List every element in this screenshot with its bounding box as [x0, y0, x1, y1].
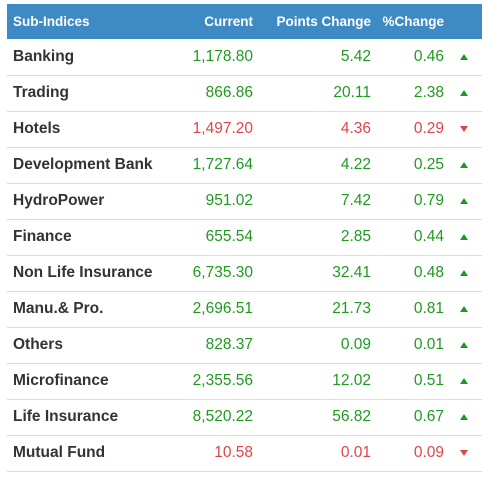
percent-change-value: 0.48 [413, 264, 444, 281]
header-row: Sub-Indices Current Points Change %Chang… [7, 4, 482, 39]
direction-cell [446, 291, 482, 327]
percent-change-value: 2.38 [413, 84, 444, 101]
table-row[interactable]: Hotels 1,497.20 4.36 0.29 [7, 111, 482, 147]
table-row[interactable]: Non Life Insurance 6,735.30 32.41 0.48 [7, 255, 482, 291]
header-current[interactable]: Current [204, 14, 253, 29]
current-value: 8,520.22 [192, 408, 253, 425]
current-value: 1,178.80 [192, 47, 253, 65]
table-row[interactable]: Manu.& Pro. 2,696.51 21.73 0.81 [7, 291, 482, 327]
points-change-value: 20.11 [333, 84, 371, 101]
header-points-change[interactable]: Points Change [276, 14, 371, 29]
current-value: 951.02 [205, 192, 253, 209]
direction-cell [446, 399, 482, 435]
triangle-up-icon [460, 341, 468, 348]
points-change-value: 4.36 [340, 120, 371, 137]
triangle-up-icon [460, 197, 468, 204]
direction-cell [446, 147, 482, 183]
points-change-value: 0.09 [340, 336, 371, 353]
percent-change-value: 0.44 [413, 228, 444, 245]
triangle-up-icon [460, 161, 468, 168]
percent-change-value: 0.29 [413, 120, 444, 137]
triangle-down-icon [460, 125, 468, 132]
percent-change-value: 0.09 [413, 444, 444, 461]
sub-index-name[interactable]: Banking [13, 47, 75, 65]
points-change-value: 32.41 [332, 264, 371, 281]
table-row[interactable]: Mutual Fund 10.58 0.01 0.09 [7, 435, 482, 471]
current-value: 2,355.56 [192, 372, 253, 389]
points-change-value: 21.73 [332, 300, 371, 317]
current-value: 10.58 [214, 444, 253, 461]
table-header: Sub-Indices Current Points Change %Chang… [7, 4, 482, 39]
direction-cell [446, 255, 482, 291]
percent-change-value: 0.51 [413, 372, 444, 389]
percent-change-value: 0.79 [413, 192, 444, 209]
sub-index-name[interactable]: Life Insurance [13, 408, 119, 425]
points-change-value: 5.42 [340, 47, 371, 65]
sub-index-name[interactable]: HydroPower [13, 192, 105, 209]
table-row[interactable]: Development Bank 1,727.64 4.22 0.25 [7, 147, 482, 183]
percent-change-value: 0.81 [413, 300, 444, 317]
direction-cell [446, 435, 482, 471]
triangle-up-icon [460, 377, 468, 384]
header-sub-indices[interactable]: Sub-Indices [13, 14, 90, 29]
sub-index-name[interactable]: Hotels [13, 120, 61, 137]
triangle-up-icon [460, 269, 468, 276]
triangle-down-icon [460, 449, 468, 456]
table-row[interactable]: Finance 655.54 2.85 0.44 [7, 219, 482, 255]
sub-index-name[interactable]: Finance [13, 228, 72, 245]
table-body: Banking 1,178.80 5.42 0.46 Trading 866.86 20.1… [7, 39, 482, 471]
sub-index-name[interactable]: Microfinance [13, 372, 109, 389]
direction-cell [446, 111, 482, 147]
header-percent-change[interactable]: %Change [382, 14, 444, 29]
table-row[interactable]: Trading 866.86 20.11 2.38 [7, 75, 482, 111]
table-row[interactable]: HydroPower 951.02 7.42 0.79 [7, 183, 482, 219]
sub-index-name[interactable]: Non Life Insurance [13, 264, 153, 281]
current-value: 1,727.64 [192, 156, 253, 173]
table-row[interactable]: Others 828.37 0.09 0.01 [7, 327, 482, 363]
current-value: 6,735.30 [192, 264, 253, 281]
current-value: 1,497.20 [192, 120, 253, 137]
direction-cell [446, 219, 482, 255]
current-value: 655.54 [205, 228, 253, 245]
triangle-up-icon [460, 233, 468, 240]
current-value: 2,696.51 [192, 300, 253, 317]
triangle-up-icon [460, 413, 468, 420]
sub-index-name[interactable]: Others [13, 336, 63, 353]
table-row[interactable]: Banking 1,178.80 5.42 0.46 [7, 39, 482, 75]
points-change-value: 4.22 [340, 156, 371, 173]
points-change-value: 12.02 [332, 372, 371, 389]
percent-change-value: 0.46 [413, 47, 444, 65]
sub-indices-panel: Sub-Indices Current Points Change %Chang… [7, 4, 482, 472]
direction-cell [446, 363, 482, 399]
points-change-value: 7.42 [340, 192, 371, 209]
points-change-value: 2.85 [340, 228, 371, 245]
header-direction [446, 4, 482, 39]
sub-index-name[interactable]: Development Bank [13, 156, 153, 173]
triangle-up-icon [460, 53, 468, 60]
points-change-value: 56.82 [332, 408, 371, 425]
direction-cell [446, 327, 482, 363]
percent-change-value: 0.67 [413, 408, 444, 425]
direction-cell [446, 183, 482, 219]
direction-cell [446, 75, 482, 111]
current-value: 828.37 [205, 336, 253, 353]
table-row[interactable]: Life Insurance 8,520.22 56.82 0.67 [7, 399, 482, 435]
percent-change-value: 0.01 [413, 336, 444, 353]
triangle-up-icon [460, 89, 468, 96]
table-row[interactable]: Microfinance 2,355.56 12.02 0.51 [7, 363, 482, 399]
current-value: 866.86 [205, 84, 253, 101]
sub-index-name[interactable]: Manu.& Pro. [13, 300, 104, 317]
sub-index-name[interactable]: Trading [13, 84, 69, 101]
sub-index-name[interactable]: Mutual Fund [13, 444, 106, 461]
triangle-up-icon [460, 305, 468, 312]
direction-cell [446, 39, 482, 75]
points-change-value: 0.01 [340, 444, 371, 461]
percent-change-value: 0.25 [413, 156, 444, 173]
sub-indices-table: Sub-Indices Current Points Change %Chang… [7, 4, 482, 472]
